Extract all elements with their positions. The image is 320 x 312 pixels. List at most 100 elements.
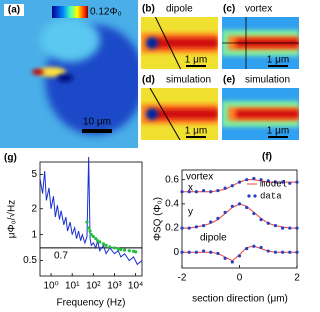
y-tick-label: 0.5 <box>23 255 37 266</box>
image-a <box>0 0 138 148</box>
figure: (a) 0.12Φ₀ 10 μm (b) dipole 1 μm (c) vor… <box>0 0 300 309</box>
data-point <box>237 202 242 206</box>
x-tick-label: 10³ <box>107 281 122 292</box>
data-point <box>216 216 220 220</box>
data-point <box>201 224 206 228</box>
data-point <box>187 226 191 230</box>
panel-title: vortex <box>245 4 272 15</box>
scale-label: 1 μm <box>185 55 207 66</box>
scale-bar <box>268 136 288 138</box>
data-point <box>245 178 249 182</box>
data-point <box>216 251 220 256</box>
data-point <box>273 180 278 184</box>
data-point <box>89 233 93 237</box>
panel-label: (f) <box>262 152 272 163</box>
x-tick-label: -2 <box>178 273 187 284</box>
data-point <box>223 210 227 214</box>
panel-label: (a) <box>8 5 20 16</box>
data-point <box>87 226 91 230</box>
y-axis-label: ΦSQ (Φ₀) <box>153 197 164 241</box>
y-tick-label: 0 <box>173 247 179 258</box>
panel-label: (b) <box>142 4 155 15</box>
data-point <box>127 249 131 253</box>
data-point <box>266 249 270 253</box>
data-point <box>281 180 285 184</box>
data-point <box>295 226 299 230</box>
data-point <box>288 250 292 254</box>
annotation: y <box>188 207 193 218</box>
series-line <box>182 203 297 229</box>
panel-label: (e) <box>223 75 235 86</box>
image-c <box>222 17 299 69</box>
x-tick-label: 10² <box>86 281 101 292</box>
image-d <box>141 88 218 140</box>
data-point <box>134 250 138 254</box>
colorbar <box>52 6 88 18</box>
data-point <box>252 176 256 181</box>
data-point <box>194 225 198 229</box>
x-tick-label: 10¹ <box>65 281 80 292</box>
colorbar-label: 0.12Φ₀ <box>90 7 122 18</box>
data-point <box>112 246 117 250</box>
data-point <box>201 249 206 253</box>
scale-bar <box>82 129 112 133</box>
data-point <box>201 188 206 193</box>
scale-label: 1 μm <box>267 126 289 137</box>
plot-g: 10⁰ 10¹ 10² 10³ 10⁴ 0.5 1 2 5 0.7 <box>23 157 143 292</box>
data-point <box>237 180 242 184</box>
x-axis-label: Frequency (Hz) <box>57 298 126 309</box>
x-axis-label: section direction (μm) <box>192 294 288 305</box>
data-point <box>187 190 191 194</box>
y-tick-label: 0.6 <box>165 174 179 185</box>
y-tick-label: 5 <box>31 169 37 180</box>
data-point <box>209 250 213 254</box>
data-point <box>259 218 263 222</box>
panel-label: (c) <box>223 4 235 15</box>
data-point <box>88 229 92 233</box>
data-point <box>281 226 285 230</box>
x-tick-label: 0 <box>237 273 243 284</box>
annotation: dipole <box>200 233 227 244</box>
data-point <box>187 250 191 254</box>
data-point <box>108 245 112 249</box>
y-axis-label: μΦ₀/√Hz <box>6 200 18 238</box>
data-point <box>98 240 102 244</box>
panel-label: (d) <box>142 75 155 86</box>
data-point <box>223 256 227 260</box>
x-tick-label: 10⁰ <box>43 281 58 292</box>
data-point <box>230 204 234 208</box>
annotation: x <box>188 183 193 194</box>
data-point <box>180 190 184 194</box>
data-point <box>245 247 249 251</box>
data-point <box>259 245 263 250</box>
data-point <box>116 247 120 251</box>
data-point <box>259 178 263 182</box>
legend-swatch <box>253 194 257 198</box>
data-point <box>104 243 108 247</box>
data-point <box>252 211 256 216</box>
x-tick-label: 10⁴ <box>128 281 143 292</box>
plot-frame <box>39 161 143 277</box>
data-point <box>273 250 278 254</box>
data-point <box>230 260 234 264</box>
reference-label: 0.7 <box>54 251 68 262</box>
image-e <box>222 88 299 140</box>
panel-label: (g) <box>4 153 17 164</box>
y-tick-label: 2 <box>31 203 37 214</box>
data-point <box>230 184 234 188</box>
legend-label: data <box>260 191 282 201</box>
plot-f: -2 0 2 0 0.2 0.4 0.6 model data <box>165 169 300 284</box>
data-point <box>180 250 184 254</box>
data-point <box>194 250 198 254</box>
data-point <box>91 234 95 239</box>
data-point <box>119 247 123 252</box>
panel-title: simulation <box>245 75 290 86</box>
annotation: vortex <box>186 172 213 183</box>
panel-title: simulation <box>166 75 211 86</box>
data-point <box>295 180 299 184</box>
data-point <box>223 186 227 190</box>
data-point <box>101 242 106 246</box>
y-tick-label: 0.4 <box>165 199 179 210</box>
data-point <box>122 248 127 252</box>
data-point <box>237 254 242 258</box>
